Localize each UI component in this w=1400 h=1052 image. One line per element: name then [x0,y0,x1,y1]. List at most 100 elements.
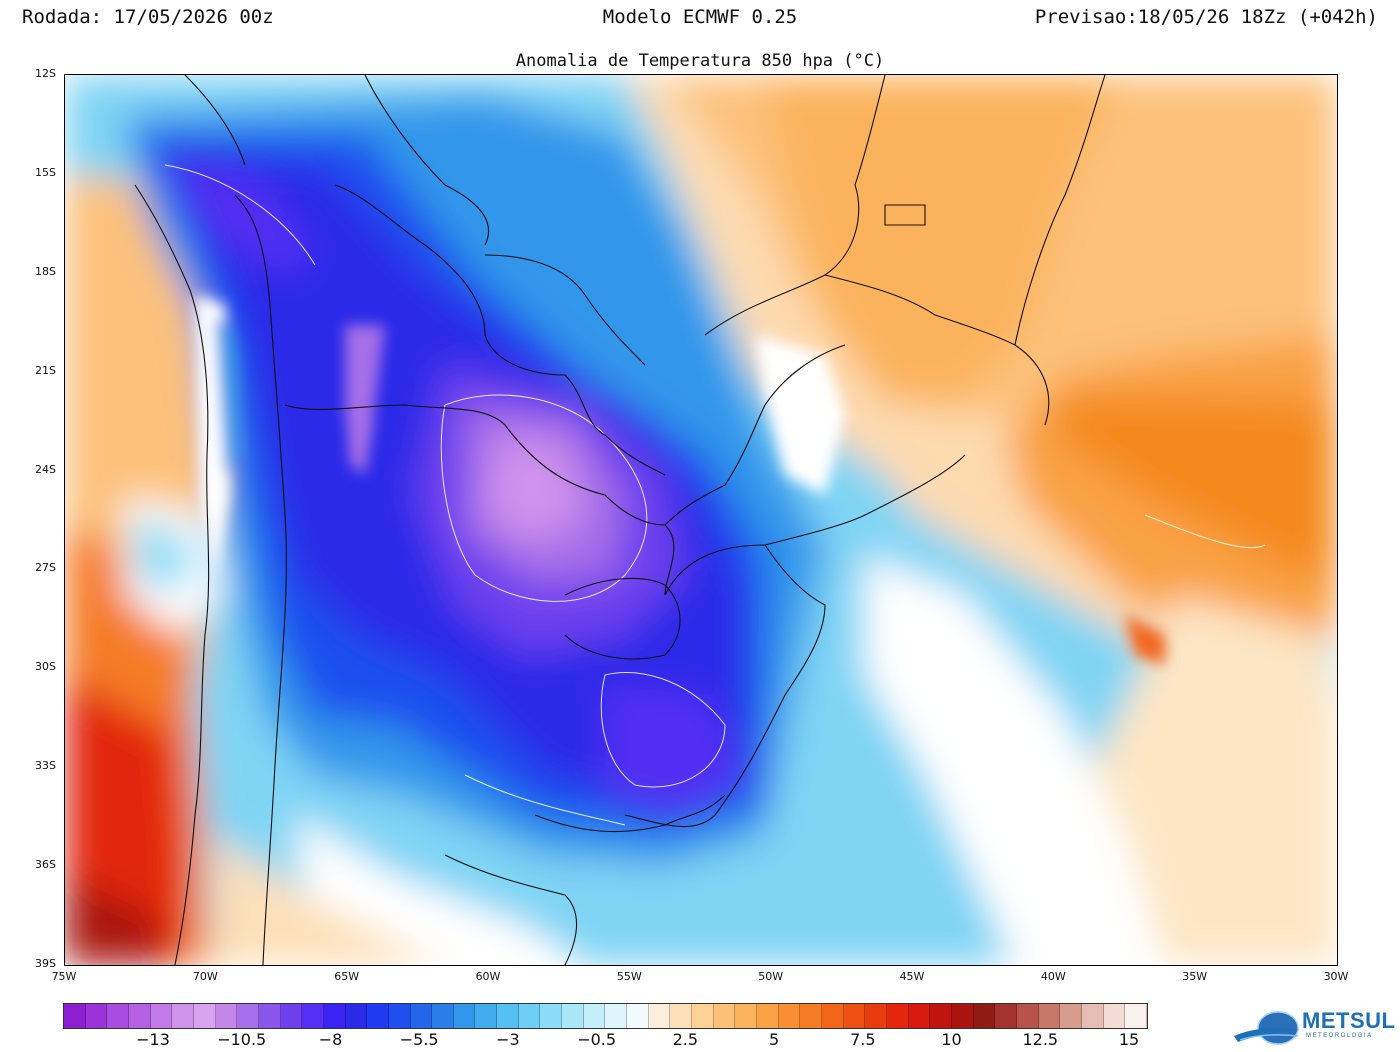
colorbar-swatch [323,1004,346,1028]
border-mt-ms [484,254,646,366]
colorbar-label: 12.5 [1022,1030,1059,1049]
colorbar-swatch [930,1004,952,1028]
border-go-ba [704,75,886,336]
colorbar-swatch [800,1004,822,1028]
border-peru-bolivia [184,75,246,166]
colorbar-swatch [215,1004,238,1028]
colorbar-swatch [648,1004,671,1028]
model-label: Modelo ECMWF 0.25 [602,6,798,28]
colorbar-swatch [172,1004,194,1028]
colorbar-swatch [518,1004,541,1028]
colorbar-swatch [193,1004,216,1028]
df-outline [884,204,926,226]
colorbar-swatch [821,1004,844,1028]
anomaly-field [65,75,1337,965]
colorbar [63,1003,1148,1029]
colorbar-label: 7.5 [850,1030,876,1049]
colorbar-swatch [410,1004,433,1028]
anomaly-map [64,74,1338,966]
colorbar-swatch [1081,1004,1104,1028]
colorbar-swatch [64,1004,86,1028]
colorbar-swatch [562,1004,584,1028]
border-peru-brazil [364,75,490,246]
coast-sp-rj [664,454,966,596]
colorbar-swatch [258,1004,281,1028]
metsul-logo: METSUL METEOROLOGIA [1232,1006,1396,1048]
border-mg [824,274,1050,426]
lon-tick-label: 60W [475,970,501,983]
colorbar-swatch [1038,1004,1061,1028]
contour-lines [164,164,1266,826]
colorbar-label: 5 [768,1030,780,1049]
border-rio-plata [444,854,578,965]
lat-tick-label: 27S [35,561,56,575]
colorbar-swatch [778,1004,801,1028]
colorbar-swatch [85,1004,108,1028]
map-title: Anomalia de Temperatura 850 hpa (°C) [515,51,885,71]
colorbar-swatch [1060,1004,1082,1028]
colorbar-swatch [605,1004,628,1028]
colorbar-label: −8 [318,1030,343,1049]
border-misiones [564,577,681,660]
colorbar-swatch [302,1004,324,1028]
lat-tick-label: 30S [35,660,56,674]
colorbar-swatch [367,1004,389,1028]
colorbar-swatch [843,1004,866,1028]
lat-tick-label: 15S [35,165,56,179]
lat-tick-label: 12S [35,67,56,80]
lon-tick-label: 50W [758,970,784,983]
colorbar-swatch [237,1004,259,1028]
colorbar-swatch [1016,1004,1039,1028]
colorbar-label: 10 [941,1030,962,1049]
colorbar-label: −0.5 [577,1030,617,1049]
colorbar-swatch [432,1004,454,1028]
border-bolivia-brazil [334,184,666,476]
colorbar-label: −10.5 [217,1030,267,1049]
borders [134,75,1106,965]
colorbar-swatch [497,1004,519,1028]
colorbar-swatch [995,1004,1017,1028]
colorbar-label: 2.5 [672,1030,699,1049]
lat-tick-label: 24S [35,462,56,476]
colorbar-swatch [886,1004,909,1028]
colorbar-label: −5.5 [399,1030,439,1049]
lon-tick-label: 30W [1323,970,1349,983]
colorbar-swatch [345,1004,368,1028]
colorbar-swatch [951,1004,974,1028]
colorbar-swatch [1103,1004,1126,1028]
colorbar-swatch [670,1004,693,1028]
colorbar-swatch [128,1004,151,1028]
colorbar-swatch [540,1004,563,1028]
colorbar-swatch [757,1004,779,1028]
colorbar-swatch [475,1004,498,1028]
lon-tick-label: 55W [616,970,642,983]
lon-tick-label: 65W [334,970,360,983]
colorbar-swatch [388,1004,411,1028]
colorbar-swatch [107,1004,129,1028]
colorbar-swatch [692,1004,714,1028]
forecast-time-label: Previsao:18/05/26 18Zz (+042h) [1034,6,1378,28]
logo-text: METSUL [1302,1008,1396,1033]
lat-tick-label: 39S [35,957,56,970]
colorbar-swatch [453,1004,476,1028]
border-chile-argentina [234,194,287,965]
colorbar-swatch [973,1004,996,1028]
lon-tick-label: 35W [1182,970,1208,983]
border-uruguay [534,794,726,833]
anomaly-map-graphic [65,75,1337,965]
colorbar-swatch [908,1004,931,1028]
logo-subtext: METEOROLOGIA [1306,1033,1373,1039]
colorbar-swatch [583,1004,606,1028]
colorbar-swatch [280,1004,303,1028]
colorbar-swatch [150,1004,173,1028]
colorbar-label: −13 [136,1030,170,1049]
anomaly-field-detail [195,295,1165,665]
lat-tick-label: 33S [35,759,56,773]
colorbar-label: 15 [1118,1030,1140,1049]
colorbar-swatch [735,1004,757,1028]
lat-tick-label: 18S [35,264,56,278]
lon-tick-label: 75W [51,970,77,983]
border-ms-sp [664,344,846,526]
colorbar-swatch [627,1004,649,1028]
globe-icon [1234,1011,1300,1045]
